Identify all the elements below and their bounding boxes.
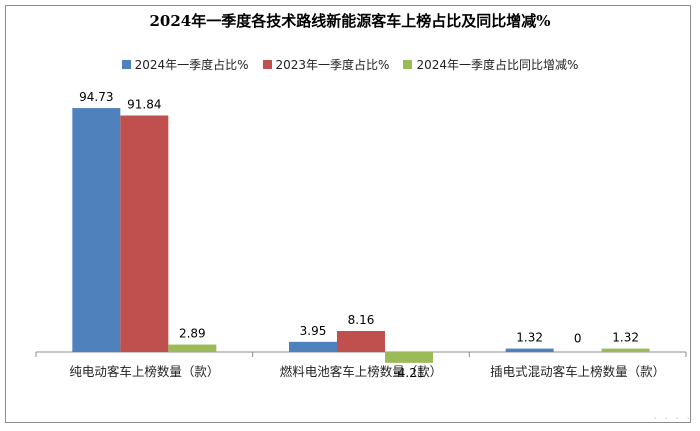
bar-series0-cat0 xyxy=(72,108,121,352)
watermark: · · · · xyxy=(653,412,692,425)
legend-label-2023: 2023年一季度占比% xyxy=(275,58,390,72)
legend: 2024年一季度占比% 2023年一季度占比% 2024年一季度占比同比增减% xyxy=(0,56,700,73)
bar-series2-cat1 xyxy=(385,352,433,363)
chart-title: 2024年一季度各技术路线新能源客车上榜占比及同比增减% xyxy=(149,12,551,30)
bar-series1-cat1 xyxy=(337,330,385,352)
legend-label-2024: 2024年一季度占比% xyxy=(134,58,249,72)
category-label-1: 燃料电池客车上榜数量（款） xyxy=(280,364,443,379)
category-label-0: 纯电动客车上榜数量（款） xyxy=(69,364,219,379)
legend-swatch-2023 xyxy=(262,60,272,69)
data-label-series2-cat0: 2.89 xyxy=(179,327,206,341)
legend-swatch-change xyxy=(403,60,413,69)
data-label-series1-cat2: 0 xyxy=(574,332,582,346)
data-label-series1-cat0: 91.84 xyxy=(127,98,161,112)
data-label-series2-cat1: -4.21 xyxy=(393,366,424,380)
data-label-series1-cat1: 8.16 xyxy=(348,313,375,327)
data-label-series0-cat1: 3.95 xyxy=(300,324,327,338)
data-label-series2-cat2: 1.32 xyxy=(612,331,639,345)
bar-series2-cat0 xyxy=(168,344,217,352)
data-label-series0-cat0: 94.73 xyxy=(79,90,113,104)
bar-series0-cat1 xyxy=(289,341,337,352)
bar-series0-cat2 xyxy=(505,348,554,352)
legend-label-change: 2024年一季度占比同比增减% xyxy=(416,58,579,72)
bar-series1-cat0 xyxy=(120,115,169,353)
bar-series2-cat2 xyxy=(601,348,650,352)
legend-item-2024: 2024年一季度占比% xyxy=(121,56,249,73)
legend-item-2023: 2023年一季度占比% xyxy=(262,56,390,73)
data-label-series0-cat2: 1.32 xyxy=(516,331,543,345)
legend-swatch-2024 xyxy=(121,60,131,69)
legend-item-change: 2024年一季度占比同比增减% xyxy=(403,56,578,73)
category-label-2: 插电式混动客车上榜数量（款） xyxy=(490,364,665,379)
